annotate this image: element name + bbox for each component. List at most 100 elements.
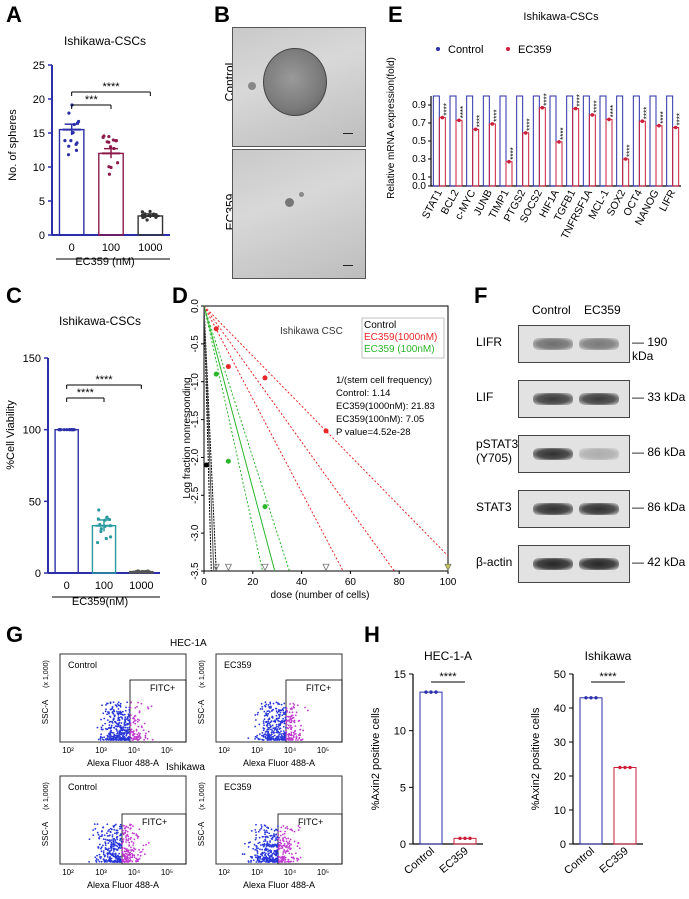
event-dot [97, 846, 100, 848]
event-dot [132, 844, 135, 846]
censored-marker [261, 563, 269, 572]
event-dot [270, 844, 273, 847]
event-dot [125, 838, 128, 841]
event-dot [283, 734, 286, 737]
data-point [154, 214, 158, 218]
flow-xtick: 10⁵ [161, 868, 173, 877]
event-dot [291, 711, 294, 714]
data-point [98, 522, 102, 527]
event-dot [128, 711, 131, 713]
event-dot [281, 721, 283, 724]
event-dot [104, 844, 107, 847]
event-dot [137, 854, 139, 856]
event-dot [284, 716, 287, 719]
event-dot [284, 713, 286, 716]
event-dot [146, 737, 149, 740]
band-ec359 [579, 448, 619, 460]
event-dot [261, 835, 264, 838]
event-dot [257, 830, 260, 833]
event-dot [254, 828, 257, 831]
y-tick-label: 5 [39, 196, 45, 208]
bar-ec359-point [507, 159, 511, 164]
event-dot [277, 723, 280, 726]
event-dot [285, 861, 287, 863]
event-dot [97, 833, 100, 836]
event-dot [117, 734, 120, 737]
event-dot [133, 838, 136, 841]
event-dot [96, 854, 98, 857]
event-dot [126, 853, 128, 856]
event-dot [113, 726, 116, 729]
panel-label-f: F [474, 283, 488, 308]
blot-size-label: — 190 kDa [632, 335, 668, 363]
event-dot [276, 849, 278, 851]
event-dot [276, 852, 279, 855]
event-dot [139, 737, 142, 739]
sig-label: **** [676, 113, 685, 125]
bar-ec359-point [473, 127, 478, 132]
data-point [105, 140, 109, 144]
event-dot [289, 861, 292, 863]
event-dot [127, 826, 130, 829]
event-dot [123, 731, 126, 734]
event-dot [284, 858, 287, 861]
event-dot [130, 840, 133, 843]
bar-ec359 [472, 128, 480, 187]
event-dot [104, 710, 107, 713]
event-dot [282, 837, 285, 839]
y-tick-label: 0.0 [190, 299, 201, 313]
y-tick-label: 150 [23, 353, 41, 365]
event-dot [102, 853, 105, 856]
event-dot [292, 716, 295, 719]
event-dot [96, 823, 99, 825]
event-dot [111, 710, 114, 713]
fit-line [203, 305, 215, 572]
event-dot [119, 847, 122, 849]
event-dot [272, 845, 275, 848]
event-dot [291, 829, 294, 832]
gate-label: FITC+ [150, 683, 175, 693]
event-dot [122, 726, 125, 728]
event-dot [112, 850, 115, 852]
data-point [102, 134, 106, 138]
y-tick-label: 0.5 [412, 136, 426, 147]
event-dot [289, 718, 292, 720]
annotation-line-4: P value=4.52e-28 [336, 427, 411, 438]
flow-xtick: 10⁴ [284, 746, 297, 755]
event-dot [120, 722, 123, 724]
event-dot [100, 718, 102, 721]
event-dot [295, 736, 298, 739]
data-point [628, 765, 632, 770]
y-tick-label: 10 [554, 805, 566, 817]
event-dot [126, 856, 129, 859]
event-dot [99, 857, 102, 860]
event-dot [287, 738, 290, 741]
event-dot [108, 850, 111, 853]
event-dot [104, 738, 107, 741]
event-dot [269, 724, 271, 726]
gate-box [121, 813, 187, 865]
bar [58, 128, 85, 236]
event-dot [128, 841, 131, 844]
event-dot [265, 829, 268, 832]
data-point [136, 570, 141, 574]
event-dot [136, 860, 139, 862]
event-dot [100, 733, 103, 736]
event-dot [286, 711, 288, 713]
event-dot [127, 851, 130, 853]
event-dot [132, 847, 135, 850]
sig-label: **** [642, 107, 651, 119]
event-dot [111, 720, 113, 723]
event-dot [116, 730, 118, 732]
event-dot [117, 717, 120, 720]
bar-ec359-point [623, 157, 628, 161]
event-dot [119, 859, 122, 862]
event-dot [288, 840, 291, 843]
data-point [468, 836, 472, 841]
event-dot [264, 704, 266, 707]
event-dot [247, 846, 250, 848]
event-dot [125, 706, 127, 709]
event-dot [124, 709, 127, 712]
data-point [103, 524, 107, 528]
event-dot [263, 710, 266, 713]
